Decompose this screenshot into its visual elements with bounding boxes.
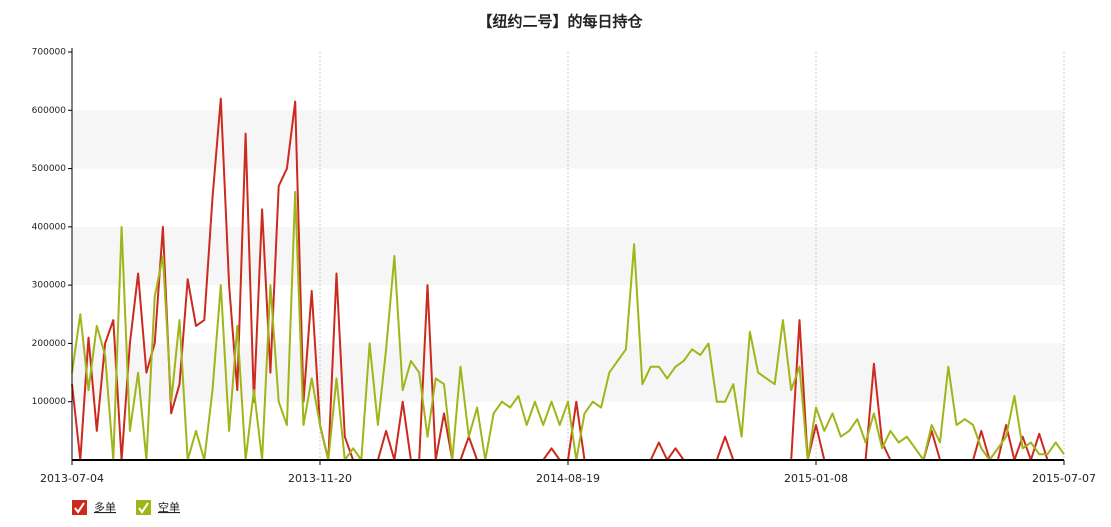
legend-check (74, 502, 85, 514)
x-tick-label: 2013-07-04 (40, 472, 104, 485)
y-tick-label: 100000 (32, 397, 67, 407)
x-tick-label: 2014-08-19 (536, 472, 600, 485)
x-tick-label: 2015-07-07 (1032, 472, 1096, 485)
legend-item[interactable]: 多单 (72, 500, 116, 515)
legend-checkbox (136, 500, 151, 515)
x-tick-label: 2015-01-08 (784, 472, 848, 485)
legend-label: 多单 (94, 500, 116, 514)
chart-title: 【纽约二号】的每日持仓 (477, 13, 643, 31)
x-tick-label: 2013-11-20 (288, 472, 352, 485)
legend-check (138, 502, 149, 514)
y-tick-label: 700000 (32, 48, 67, 58)
legend-item[interactable]: 空单 (136, 500, 180, 515)
legend-checkbox (72, 500, 87, 515)
series-line (71, 190, 1065, 461)
y-tick-label: 600000 (32, 106, 67, 116)
y-tick-label: 400000 (32, 222, 67, 232)
y-tick-label: 300000 (32, 281, 67, 291)
y-tick-label: 200000 (32, 339, 67, 349)
legend-label: 空单 (158, 500, 180, 514)
y-tick-label: 500000 (32, 164, 67, 174)
